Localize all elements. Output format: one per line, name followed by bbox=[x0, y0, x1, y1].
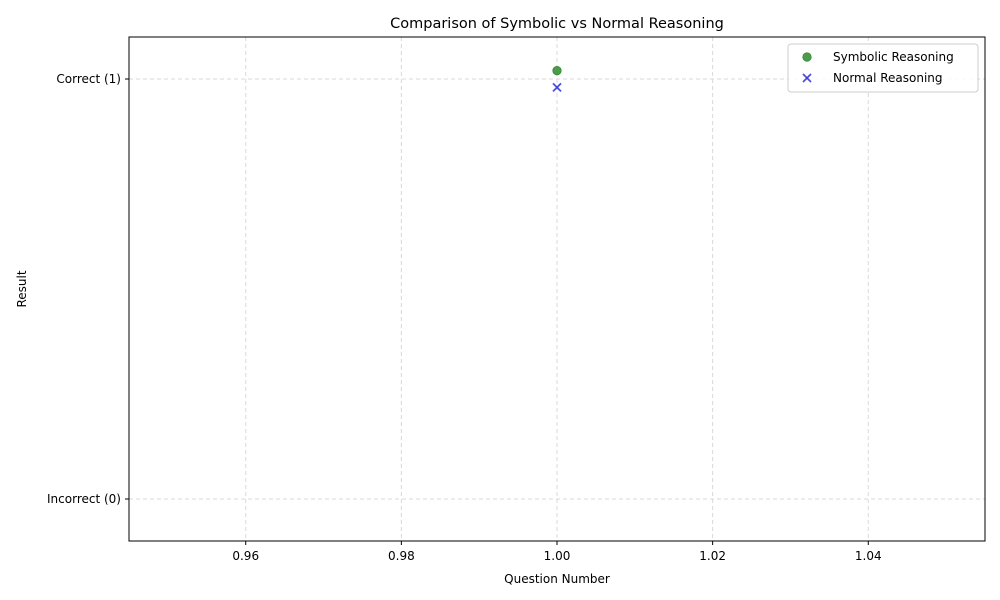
legend: Symbolic Reasoning Normal Reasoning bbox=[787, 43, 979, 93]
x-tick-label: 1.00 bbox=[544, 549, 571, 563]
grid-lines bbox=[129, 37, 985, 541]
y-axis-ticks: Incorrect (0) Correct (1) bbox=[47, 72, 129, 506]
x-axis-label: Question Number bbox=[504, 572, 610, 586]
y-axis-label: Result bbox=[15, 270, 29, 307]
y-tick-label: Incorrect (0) bbox=[47, 492, 121, 506]
x-tick-label: 1.02 bbox=[699, 549, 726, 563]
legend-marker-normal bbox=[802, 73, 812, 83]
x-tick-label: 0.96 bbox=[232, 549, 259, 563]
y-tick-label: Correct (1) bbox=[56, 72, 121, 86]
legend-marker-symbolic bbox=[802, 52, 812, 62]
normal-reasoning-point bbox=[552, 82, 562, 93]
x-axis-ticks: 0.96 0.98 1.00 1.02 1.04 bbox=[232, 541, 882, 563]
legend-label: Normal Reasoning bbox=[833, 71, 943, 85]
legend-label: Symbolic Reasoning bbox=[833, 50, 954, 64]
x-tick-label: 0.98 bbox=[388, 549, 415, 563]
chart-title: Comparison of Symbolic vs Normal Reasoni… bbox=[390, 16, 724, 32]
x-tick-label: 1.04 bbox=[855, 549, 882, 563]
symbolic-reasoning-point bbox=[552, 66, 562, 76]
data-points bbox=[552, 66, 562, 93]
legend-box bbox=[787, 43, 979, 93]
